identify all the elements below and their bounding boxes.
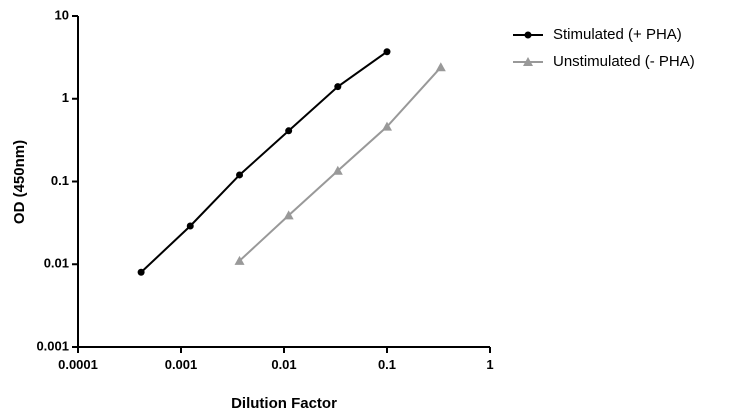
x-axis-title: Dilution Factor — [231, 395, 337, 412]
y-tick-label: 1 — [62, 90, 69, 105]
x-tick-label: 0.01 — [271, 357, 296, 372]
y-tick-label: 10 — [55, 7, 69, 22]
y-tick-label: 0.01 — [44, 256, 69, 271]
data-point — [283, 210, 294, 220]
y-tick-label: 0.1 — [51, 173, 69, 188]
y-tick-label: 0.001 — [36, 338, 69, 353]
x-tick-label: 0.0001 — [58, 357, 98, 372]
data-point — [234, 255, 245, 265]
legend-label: Stimulated (+ PHA) — [553, 26, 682, 43]
data-point — [332, 165, 343, 175]
series-line — [238, 66, 442, 262]
y-axis-title: OD (450nm) — [11, 140, 28, 224]
series-line — [140, 50, 388, 273]
x-tick-label: 1 — [486, 357, 493, 372]
data-point — [382, 121, 392, 131]
data-point — [137, 268, 145, 276]
data-point — [383, 48, 391, 56]
data-point — [186, 222, 194, 230]
legend-marker — [523, 57, 533, 66]
data-point — [435, 62, 446, 72]
data-point — [285, 127, 293, 135]
data-point — [334, 83, 342, 91]
legend-label: Unstimulated (- PHA) — [553, 53, 695, 70]
x-tick-label: 0.001 — [165, 357, 198, 372]
x-tick-label: 0.1 — [378, 357, 396, 372]
data-point — [236, 171, 244, 179]
legend-marker — [524, 31, 532, 39]
